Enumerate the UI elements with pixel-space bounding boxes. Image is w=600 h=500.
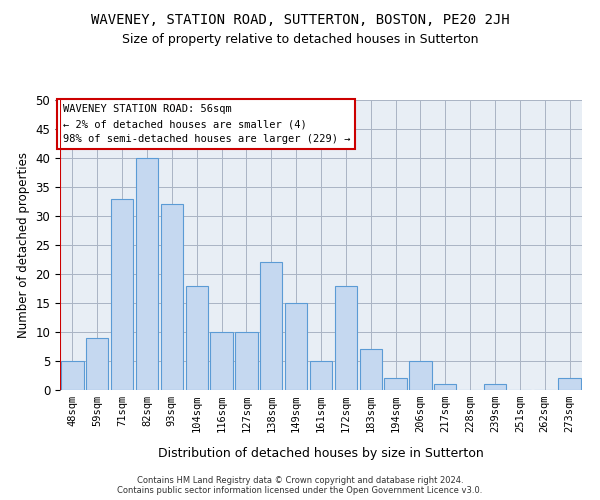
Bar <box>434 384 457 390</box>
Text: Contains HM Land Registry data © Crown copyright and database right 2024.
Contai: Contains HM Land Registry data © Crown c… <box>118 476 482 495</box>
Y-axis label: Number of detached properties: Number of detached properties <box>17 152 30 338</box>
Bar <box>285 303 307 390</box>
Bar <box>385 378 407 390</box>
Bar <box>136 158 158 390</box>
Bar <box>111 198 133 390</box>
Text: WAVENEY STATION ROAD: 56sqm
← 2% of detached houses are smaller (4)
98% of semi-: WAVENEY STATION ROAD: 56sqm ← 2% of deta… <box>62 104 350 144</box>
Text: WAVENEY, STATION ROAD, SUTTERTON, BOSTON, PE20 2JH: WAVENEY, STATION ROAD, SUTTERTON, BOSTON… <box>91 12 509 26</box>
Bar <box>409 361 431 390</box>
Bar <box>61 361 83 390</box>
Bar <box>161 204 183 390</box>
Bar <box>335 286 357 390</box>
Bar <box>260 262 283 390</box>
Text: Distribution of detached houses by size in Sutterton: Distribution of detached houses by size … <box>158 448 484 460</box>
Bar <box>559 378 581 390</box>
Bar <box>185 286 208 390</box>
Bar <box>359 350 382 390</box>
Text: Size of property relative to detached houses in Sutterton: Size of property relative to detached ho… <box>122 32 478 46</box>
Bar <box>235 332 257 390</box>
Bar <box>211 332 233 390</box>
Bar <box>484 384 506 390</box>
Bar <box>86 338 109 390</box>
Bar <box>310 361 332 390</box>
